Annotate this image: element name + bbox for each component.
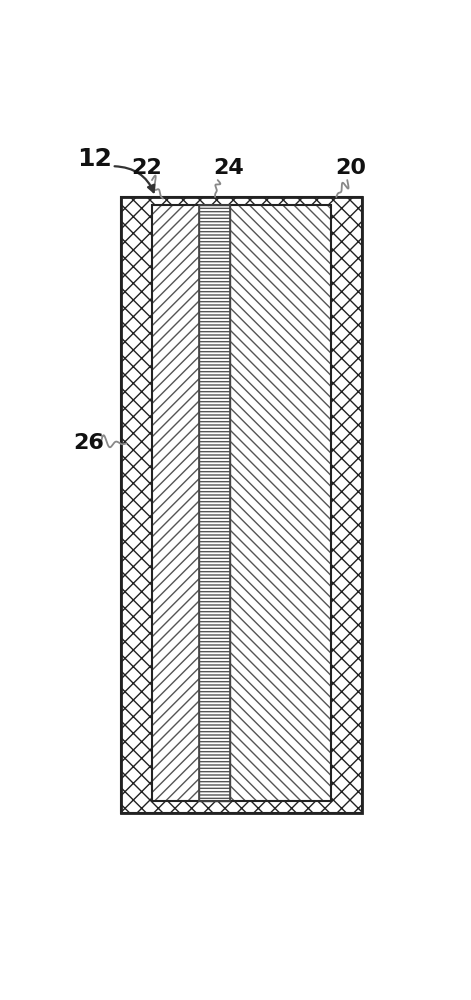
Bar — [152, 205, 331, 801]
Bar — [152, 205, 331, 801]
Bar — [152, 205, 199, 801]
Bar — [199, 205, 230, 801]
Bar — [230, 205, 331, 801]
FancyArrowPatch shape — [114, 166, 154, 192]
Text: 26: 26 — [73, 433, 105, 453]
Text: 12: 12 — [77, 147, 112, 171]
Bar — [121, 197, 362, 813]
Text: 24: 24 — [213, 158, 244, 178]
Text: 22: 22 — [131, 158, 162, 178]
Bar — [199, 205, 230, 801]
Bar — [121, 197, 362, 813]
Text: 20: 20 — [335, 158, 366, 178]
